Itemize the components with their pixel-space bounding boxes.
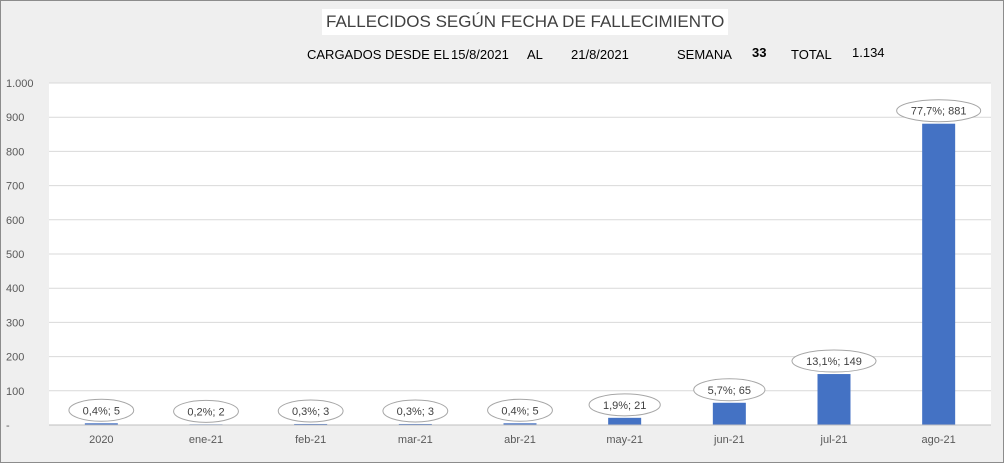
x-tick-label: jun-21 [713,434,745,446]
bar [817,374,851,425]
y-tick-label: 300 [6,317,24,329]
y-tick-label: 1.000 [6,78,34,90]
data-label-bubble [693,378,766,402]
data-label: 0,3%; 3 [397,406,434,418]
x-tick-label: 2020 [89,434,113,446]
y-tick-label: 400 [6,283,24,295]
data-label: 0,4%; 5 [501,405,538,417]
bar [503,423,537,425]
y-tick-label: 600 [6,215,24,227]
y-tick-label: - [6,420,10,432]
x-tick-label: feb-21 [295,434,326,446]
bar [712,402,746,425]
semana-label: SEMANA [677,47,732,62]
bar [294,423,328,425]
data-label-bubble [68,398,135,422]
data-label: 77,7%; 881 [911,106,967,118]
bar [84,423,118,425]
semana-value: 33 [752,45,767,60]
data-label-bubble [277,399,344,423]
bar [922,123,956,425]
y-tick-label: 200 [6,352,24,364]
data-label: 13,1%; 149 [806,356,862,368]
cargados-label: CARGADOS DESDE EL [307,47,450,62]
y-tick-label: 900 [6,112,24,124]
y-tick-label: 700 [6,181,24,193]
data-label: 0,2%; 2 [187,406,224,418]
x-tick-label: jul-21 [820,434,848,446]
total-label: TOTAL [791,47,832,62]
date-to: 21/8/2021 [571,47,629,62]
data-label-bubble [487,398,553,422]
y-tick-label: 100 [6,386,24,398]
data-label-bubble [791,349,877,373]
data-label: 1,9%; 21 [603,400,646,412]
data-label: 5,7%; 65 [708,385,751,397]
data-label-bubble [588,393,661,417]
bar [608,417,642,425]
y-tick-label: 800 [6,146,24,158]
x-tick-label: ene-21 [189,434,223,446]
data-label-bubble [173,399,239,423]
bar [398,423,432,425]
date-from: 15/8/2021 [451,47,509,62]
data-label: 0,4%; 5 [83,405,120,417]
y-tick-label: 500 [6,249,24,261]
chart-title: FALLECIDOS SEGÚN FECHA DE FALLECIMIENTO [322,9,729,35]
total-value: 1.134 [852,45,885,60]
data-label-bubble [896,99,982,123]
al-label: AL [527,47,543,62]
data-label-bubble [382,399,449,423]
x-tick-label: abr-21 [504,434,536,446]
x-tick-label: may-21 [606,434,643,446]
x-tick-label: mar-21 [398,434,433,446]
x-tick-label: ago-21 [922,434,956,446]
data-label: 0,3%; 3 [292,406,329,418]
